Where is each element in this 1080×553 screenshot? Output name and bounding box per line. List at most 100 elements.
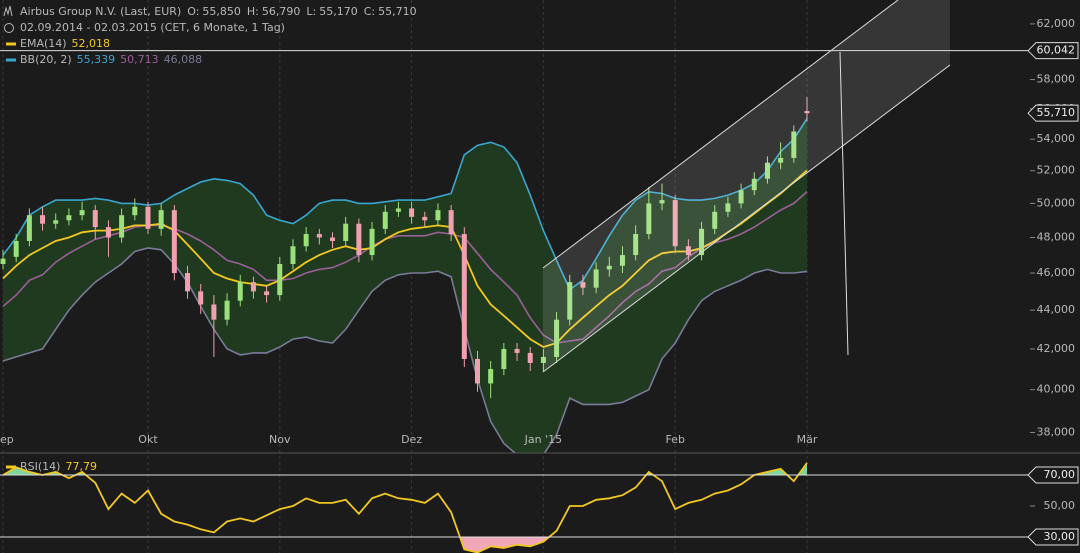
value-box-label: 55,710 — [1037, 106, 1076, 119]
y-tick-label: 54,000 — [1037, 132, 1076, 145]
legend-text: 56,790 — [262, 5, 301, 18]
y-tick-label: 58,000 — [1037, 73, 1076, 86]
legend-text: 55,339 — [77, 53, 116, 66]
y-tick-label: 46,000 — [1037, 266, 1076, 279]
rsi-line — [2, 462, 808, 553]
legend-bb: BB(20, 2) 55,339 50,713 46,088 — [20, 53, 202, 66]
candle-body — [659, 200, 665, 204]
x-tick-label: Mär — [797, 433, 818, 446]
candle-body — [791, 131, 797, 158]
y-tick-label: 50,000 — [1037, 196, 1076, 209]
candle-body — [250, 282, 256, 292]
value-box-label: 30,00 — [1044, 530, 1076, 543]
candle-body — [422, 216, 428, 221]
x-tick-label: Jan '15 — [524, 433, 562, 446]
chart-icon — [3, 5, 13, 17]
x-tick-label: Feb — [665, 433, 684, 446]
y-tick-label: 40,000 — [1037, 383, 1076, 396]
legend-text: 55,170 — [319, 5, 358, 18]
y-tick-label: 44,000 — [1037, 303, 1076, 316]
candle-body — [567, 282, 573, 320]
candle-body — [211, 304, 217, 320]
legend-text: 46,088 — [164, 53, 203, 66]
candle-body — [79, 210, 85, 216]
candle-body — [0, 258, 6, 264]
candle-body — [395, 208, 401, 212]
candle-body — [171, 210, 177, 274]
x-tick-label: Nov — [269, 433, 291, 446]
legend-text: 77,79 — [65, 460, 97, 473]
candle-body — [672, 200, 678, 247]
legend-text: Airbus Group N.V. (Last, EUR) — [20, 5, 181, 18]
candle-body — [474, 358, 480, 384]
candle-body — [646, 203, 652, 235]
candle-body — [619, 255, 625, 266]
candle-body — [712, 211, 718, 229]
legend-text: RSI(14) — [20, 460, 60, 473]
candle-body — [738, 190, 744, 204]
candle-body — [119, 215, 125, 238]
x-tick-label: Dez — [401, 433, 422, 446]
clock-icon — [4, 23, 14, 33]
rsi-panel — [2, 462, 808, 553]
candle-body — [132, 206, 138, 216]
candle-body — [778, 157, 784, 163]
candle-body — [554, 319, 560, 357]
candle-body — [264, 291, 270, 296]
candle-body — [290, 246, 296, 264]
subtitle: 02.09.2014 - 02.03.2015 (CET, 6 Monate, … — [20, 21, 285, 34]
header: Airbus Group N.V. (Last, EUR) O: 55,850 H: 5… — [4, 5, 417, 473]
candle-body — [105, 227, 111, 238]
legend-key — [6, 42, 16, 46]
value-box — [1027, 528, 1079, 546]
candle-body — [356, 223, 362, 256]
candle-body — [685, 246, 691, 256]
candle-body — [409, 208, 415, 217]
x-tick-label: Okt — [138, 433, 158, 446]
candle-body — [343, 223, 349, 241]
legend-text: L: — [306, 5, 316, 18]
candle-body — [448, 210, 454, 235]
candle-body — [277, 263, 283, 296]
candle-body — [580, 282, 586, 288]
candle-body — [224, 300, 230, 320]
value-box-label: 70,00 — [1044, 468, 1076, 481]
y-tick-label: 50,00 — [1044, 499, 1076, 512]
candle-body — [40, 215, 46, 224]
legend-text: O: — [187, 5, 199, 18]
candle-body — [527, 352, 533, 363]
candle-body — [145, 206, 151, 229]
value-box — [1027, 42, 1079, 60]
candle-body — [369, 228, 375, 256]
candle-body — [435, 210, 441, 221]
candle-body — [382, 211, 388, 229]
candle-body — [198, 291, 204, 305]
legend-key — [6, 58, 16, 62]
candle-body — [237, 282, 243, 301]
candle-body — [92, 210, 98, 228]
y-tick-label: 52,000 — [1037, 164, 1076, 177]
header-line: Airbus Group N.V. (Last, EUR) O: 55,850 H: 5… — [20, 5, 417, 18]
candle-body — [764, 162, 770, 179]
channel-upper — [542, 0, 899, 269]
candle-body — [66, 215, 72, 221]
y-tick-label: 38,000 — [1037, 425, 1076, 438]
drawn-line — [839, 51, 849, 356]
candle-body — [158, 210, 164, 229]
legend-text: 55,710 — [378, 5, 417, 18]
candle-body — [501, 348, 507, 370]
legend-rsi: RSI(14) 77,79 — [20, 460, 97, 473]
candle-body — [13, 240, 19, 257]
candle-body — [606, 265, 612, 270]
legend-text: C: — [364, 5, 375, 18]
band-line — [2, 191, 808, 344]
candle-body — [751, 178, 757, 191]
candle-body — [461, 234, 467, 359]
y-tick-label: 62,000 — [1037, 17, 1076, 30]
candle-body — [53, 220, 59, 224]
candle-body — [316, 234, 322, 238]
legend-key — [6, 465, 16, 469]
candle-body — [540, 356, 546, 363]
x-tick-label: ep — [0, 433, 14, 446]
